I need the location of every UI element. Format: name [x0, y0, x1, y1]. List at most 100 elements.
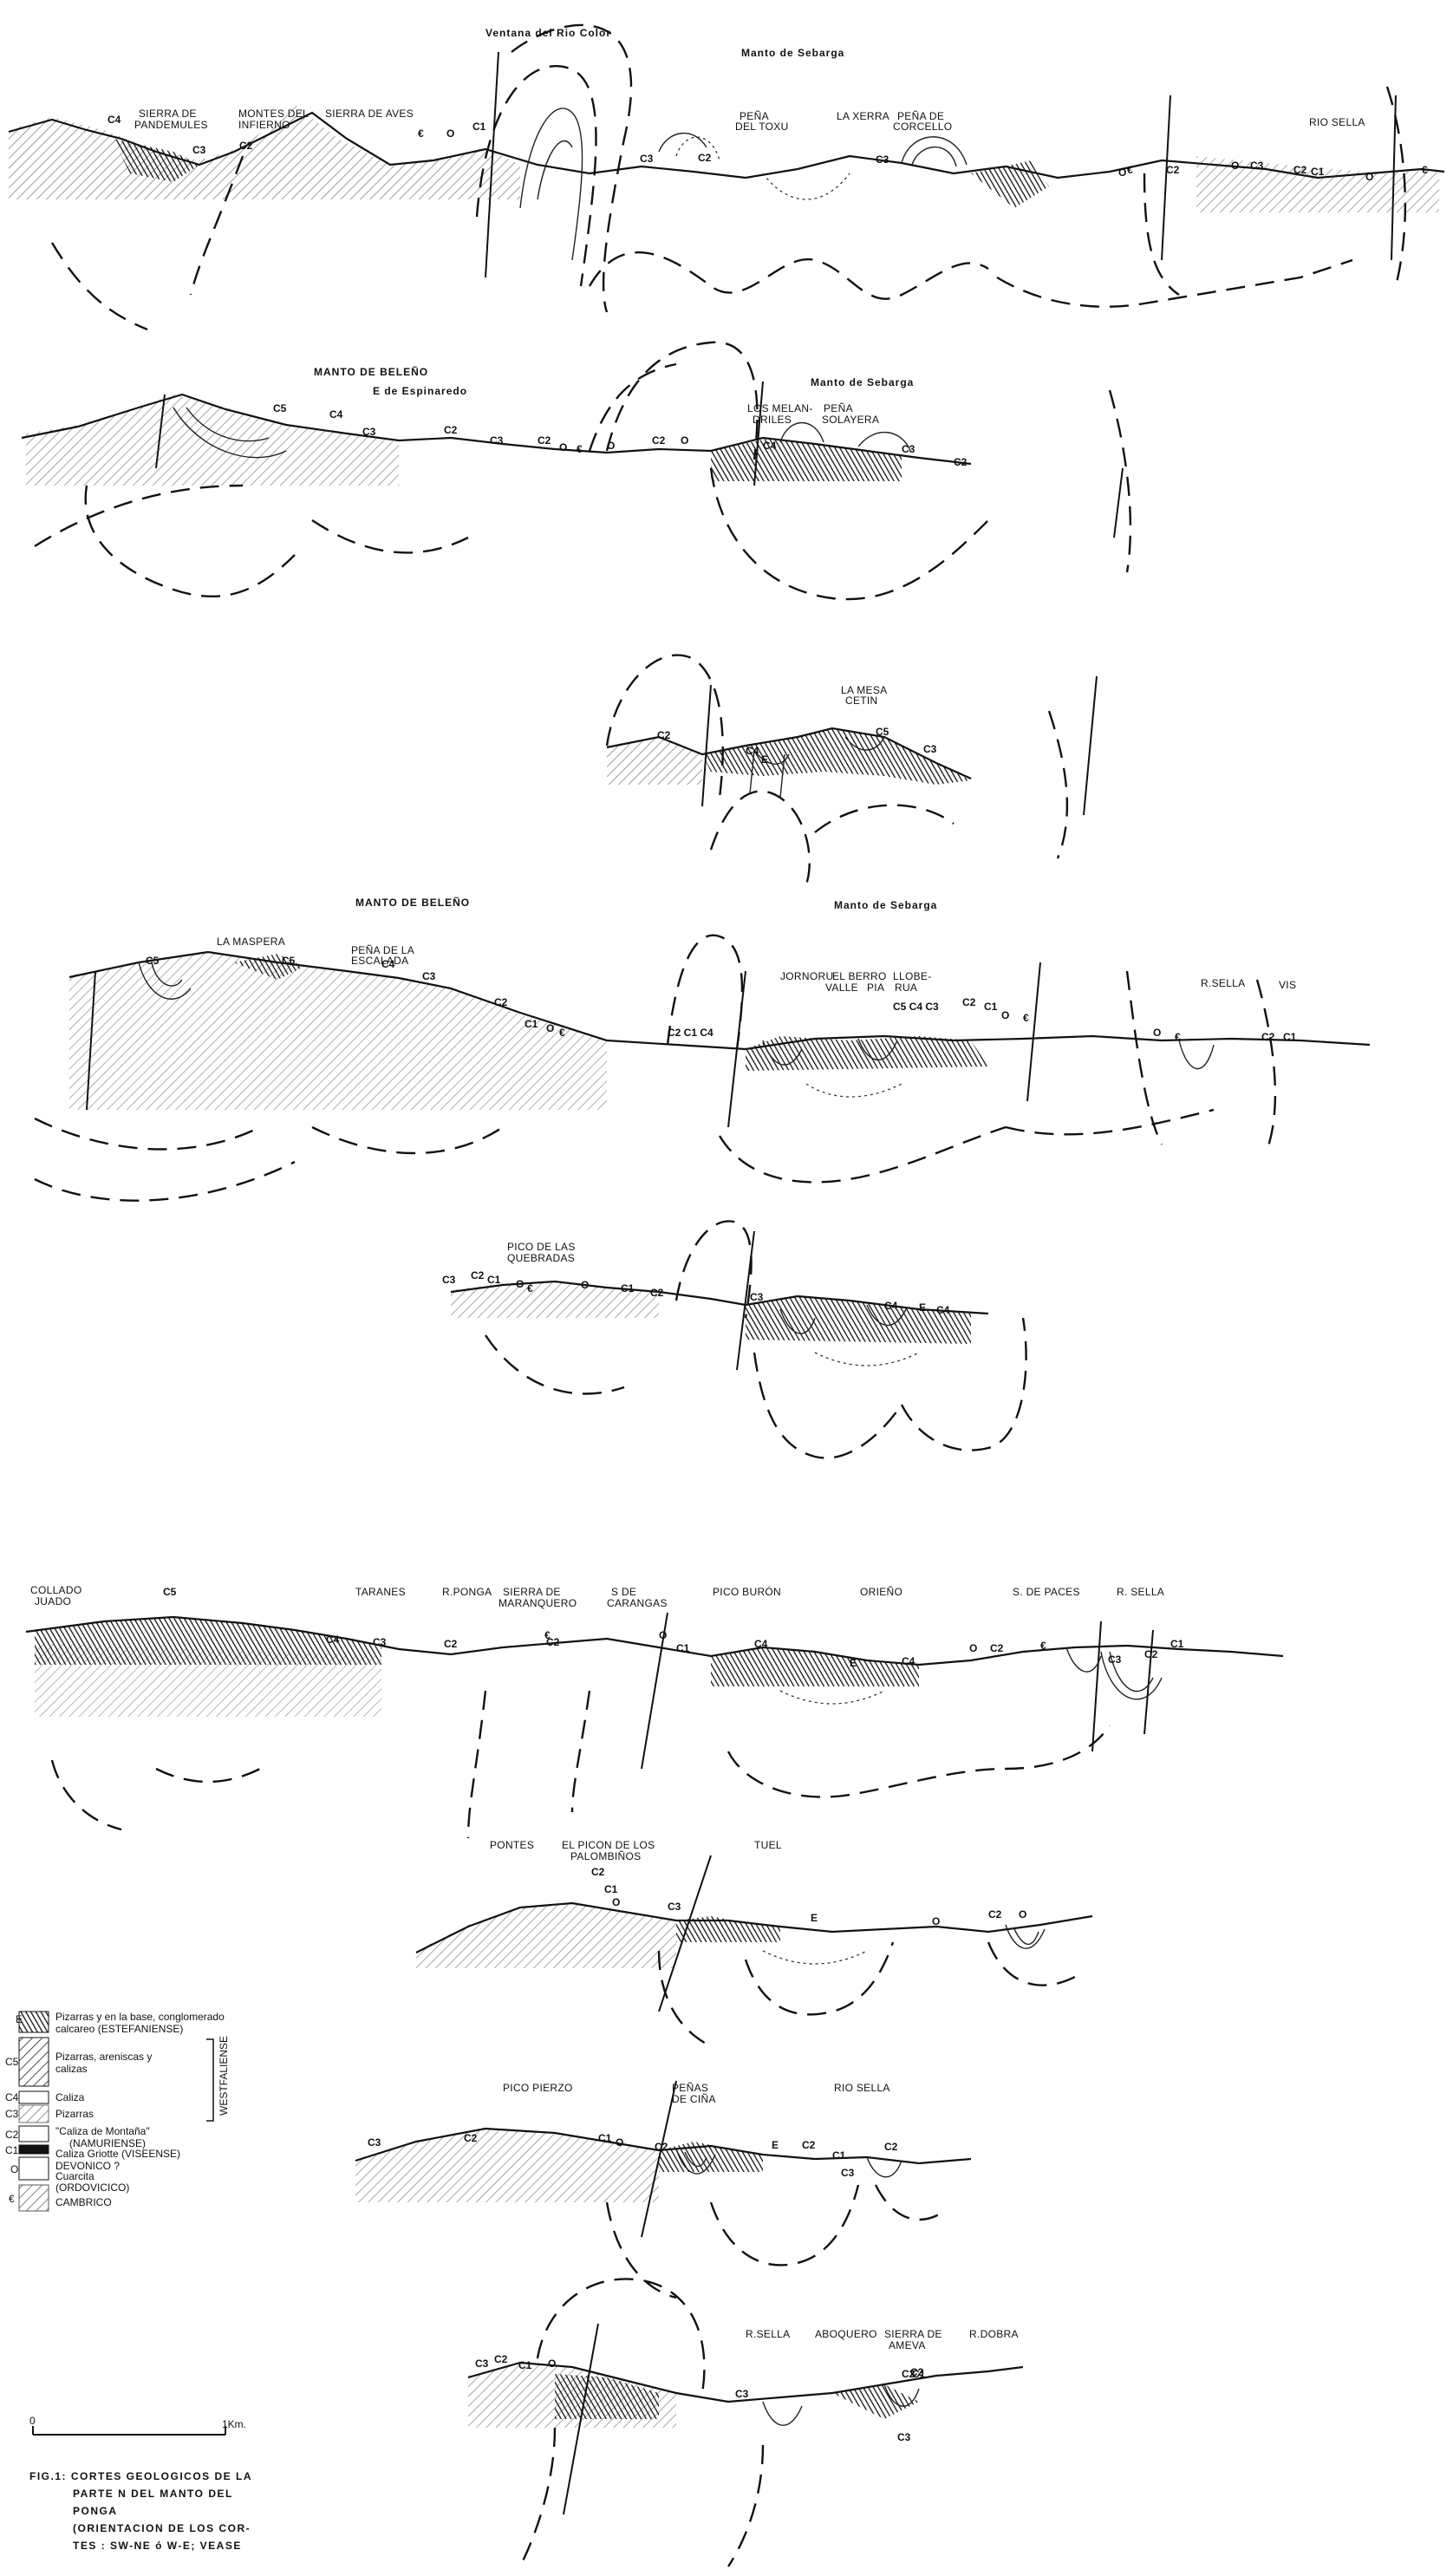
- s4-unit-label: C2 C1 C4: [668, 1027, 713, 1039]
- s1-unit-label: C4: [108, 114, 121, 126]
- s1-unit-label: C2: [698, 152, 712, 164]
- s8-unit-label: C2: [464, 2132, 478, 2144]
- s4-unit-label: O: [1001, 1009, 1009, 1021]
- s4-unit-label: C2: [962, 996, 976, 1008]
- s1-unit-label: C3: [640, 153, 654, 165]
- s7-unit-label: C3: [668, 1901, 681, 1913]
- s7-unit-label: C2: [988, 1908, 1002, 1921]
- s7-unit-label: O: [932, 1915, 940, 1927]
- s4-title: MANTO DE BELEÑO: [355, 896, 470, 909]
- s1-place-label: LA XERRA: [837, 110, 889, 122]
- s1-place-label: DEL TOXU: [735, 121, 789, 133]
- s1-unit-label: O: [1118, 166, 1126, 179]
- s7-unit-label: C2: [591, 1866, 605, 1878]
- s6-unit-label: C5: [163, 1586, 177, 1598]
- s4-place-label: ESCALADA: [351, 955, 408, 967]
- s6-unit-label: C4: [902, 1655, 915, 1667]
- s6-unit-label: C2: [546, 1636, 560, 1648]
- s5-place-label: QUEBRADAS: [507, 1252, 575, 1264]
- legend-text-O: Cuarcita: [55, 2170, 94, 2182]
- s5-unit-label: C1: [621, 1282, 635, 1295]
- s5-unit-label: C4: [936, 1304, 950, 1316]
- scale-start: 0: [29, 2415, 36, 2427]
- s9-place-label: R.SELLA: [746, 2328, 790, 2340]
- legend-text-C3: Pizarras: [55, 2108, 94, 2120]
- s4-unit-label: C4: [381, 958, 395, 970]
- s9-unit-label: C2: [902, 2368, 915, 2380]
- s2-title: MANTO DE BELEÑO: [314, 365, 428, 378]
- legend-text2-C1: DEVONICO ?: [55, 2160, 120, 2172]
- legend-text2-E: calcareo (ESTEFANIENSE): [55, 2023, 183, 2035]
- s4-place-label: EL BERRO: [832, 970, 887, 982]
- legend-swatch-C5: [18, 2037, 49, 2087]
- s5-unit-label: E: [919, 1301, 926, 1314]
- legend-text2-C2: (NAMURIENSE): [69, 2137, 146, 2149]
- s2-title: Manto de Sebarga: [811, 376, 914, 388]
- s3-unit-label: C3: [923, 743, 937, 755]
- s4-place-label: JORNORU: [780, 970, 833, 982]
- s2-unit-label: C2: [954, 456, 968, 468]
- s6-unit-label: C1: [676, 1642, 690, 1654]
- s7-place-label: TUEL: [754, 1839, 782, 1851]
- s1-place-label: MONTES DEL: [238, 108, 309, 120]
- s6-unit-label: C2: [990, 1642, 1004, 1654]
- s3-unit-label: C5: [876, 726, 889, 738]
- s9-unit-label: C2: [910, 2366, 924, 2378]
- s5-unit-label: O: [516, 1278, 524, 1290]
- legend-swatch-C2: [18, 2125, 49, 2142]
- s2-title: E de Espinaredo: [373, 385, 467, 397]
- s2-unit-label: C4: [763, 440, 777, 452]
- legend-bracket: [206, 2038, 214, 2122]
- s2-unit-label: C3: [490, 434, 504, 447]
- s1-unit-label: €: [418, 127, 424, 140]
- cross-section-1: [8, 23, 1445, 331]
- s4-unit-label: €: [1175, 1031, 1181, 1043]
- s6-unit-label: O: [659, 1629, 667, 1641]
- s9-unit-label: C3: [475, 2358, 489, 2370]
- s4-unit-label: C2: [494, 996, 508, 1008]
- s5-unit-label: C4: [884, 1300, 898, 1312]
- s1-unit-label: O: [1365, 171, 1373, 183]
- s1-unit-label: C3: [192, 144, 206, 156]
- s7-unit-label: O: [612, 1896, 620, 1908]
- s8-unit-label: C3: [841, 2167, 855, 2179]
- legend-swatch-E: [18, 2011, 49, 2033]
- s4-unit-label: €: [559, 1027, 565, 1039]
- s6-place-label: S. DE PACES: [1013, 1586, 1080, 1598]
- s4-unit-label: O: [1153, 1027, 1161, 1039]
- legend-code-C2: C2: [5, 2129, 19, 2141]
- legend-code-C3: C3: [5, 2108, 19, 2120]
- caption-line-2: PARTE N DEL MANTO DEL: [73, 2488, 233, 2500]
- s1-unit-label: C1: [1311, 166, 1325, 178]
- legend-text-C1: Caliza Griotte (VISEENSE): [55, 2148, 180, 2160]
- s7-unit-label: C1: [604, 1883, 618, 1895]
- s1-unit-label: €: [1127, 164, 1133, 176]
- s2-unit-label: C5: [273, 402, 287, 414]
- s5-unit-label: O: [581, 1279, 589, 1291]
- s6-place-label: PICO BURÓN: [713, 1585, 781, 1598]
- caption-line-5: TES : SW-NE ó W-E; VEASE: [73, 2540, 242, 2552]
- s6-place-label: CARANGAS: [607, 1597, 668, 1609]
- s6-unit-label: €: [1040, 1640, 1046, 1652]
- section-labels: Ventana del Rio Color Manto de Sebarga SIE…: [30, 27, 1428, 2443]
- legend-bracket-label: WESTFALIENSE: [218, 2036, 230, 2116]
- s2-unit-label: C3: [362, 426, 376, 438]
- s6-place-label: S DE: [611, 1586, 636, 1598]
- s2-place-label: DRILES: [753, 414, 792, 426]
- s7-place-label: PALOMBIÑOS: [570, 1850, 641, 1862]
- s2-unit-label: C4: [329, 408, 343, 421]
- legend-text2-O: (ORDOVICICO): [55, 2181, 129, 2194]
- s6-unit-label: C1: [1170, 1638, 1184, 1650]
- s2-unit-label: €: [577, 443, 583, 455]
- legend-swatch-C1: [18, 2144, 49, 2155]
- figure-caption: FIG.1: CORTES GEOLOGICOS DE LA PARTE N D…: [29, 2470, 251, 2552]
- s5-unit-label: C2: [471, 1269, 485, 1281]
- s4-place-label: VALLE: [825, 981, 858, 994]
- legend-code-cambrico: €: [9, 2193, 15, 2205]
- legend-code-C4: C4: [5, 2091, 19, 2103]
- s4-unit-label: C5 C4 C3: [893, 1001, 939, 1013]
- caption-line-4: (ORIENTACION DE LOS COR-: [73, 2522, 251, 2534]
- s1-place-label: SIERRA DE AVES: [325, 108, 414, 120]
- s4-title: Manto de Sebarga: [834, 899, 937, 911]
- legend-text2-C5: calizas: [55, 2063, 88, 2075]
